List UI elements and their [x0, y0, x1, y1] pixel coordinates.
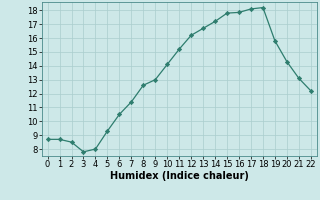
X-axis label: Humidex (Indice chaleur): Humidex (Indice chaleur) — [110, 171, 249, 181]
